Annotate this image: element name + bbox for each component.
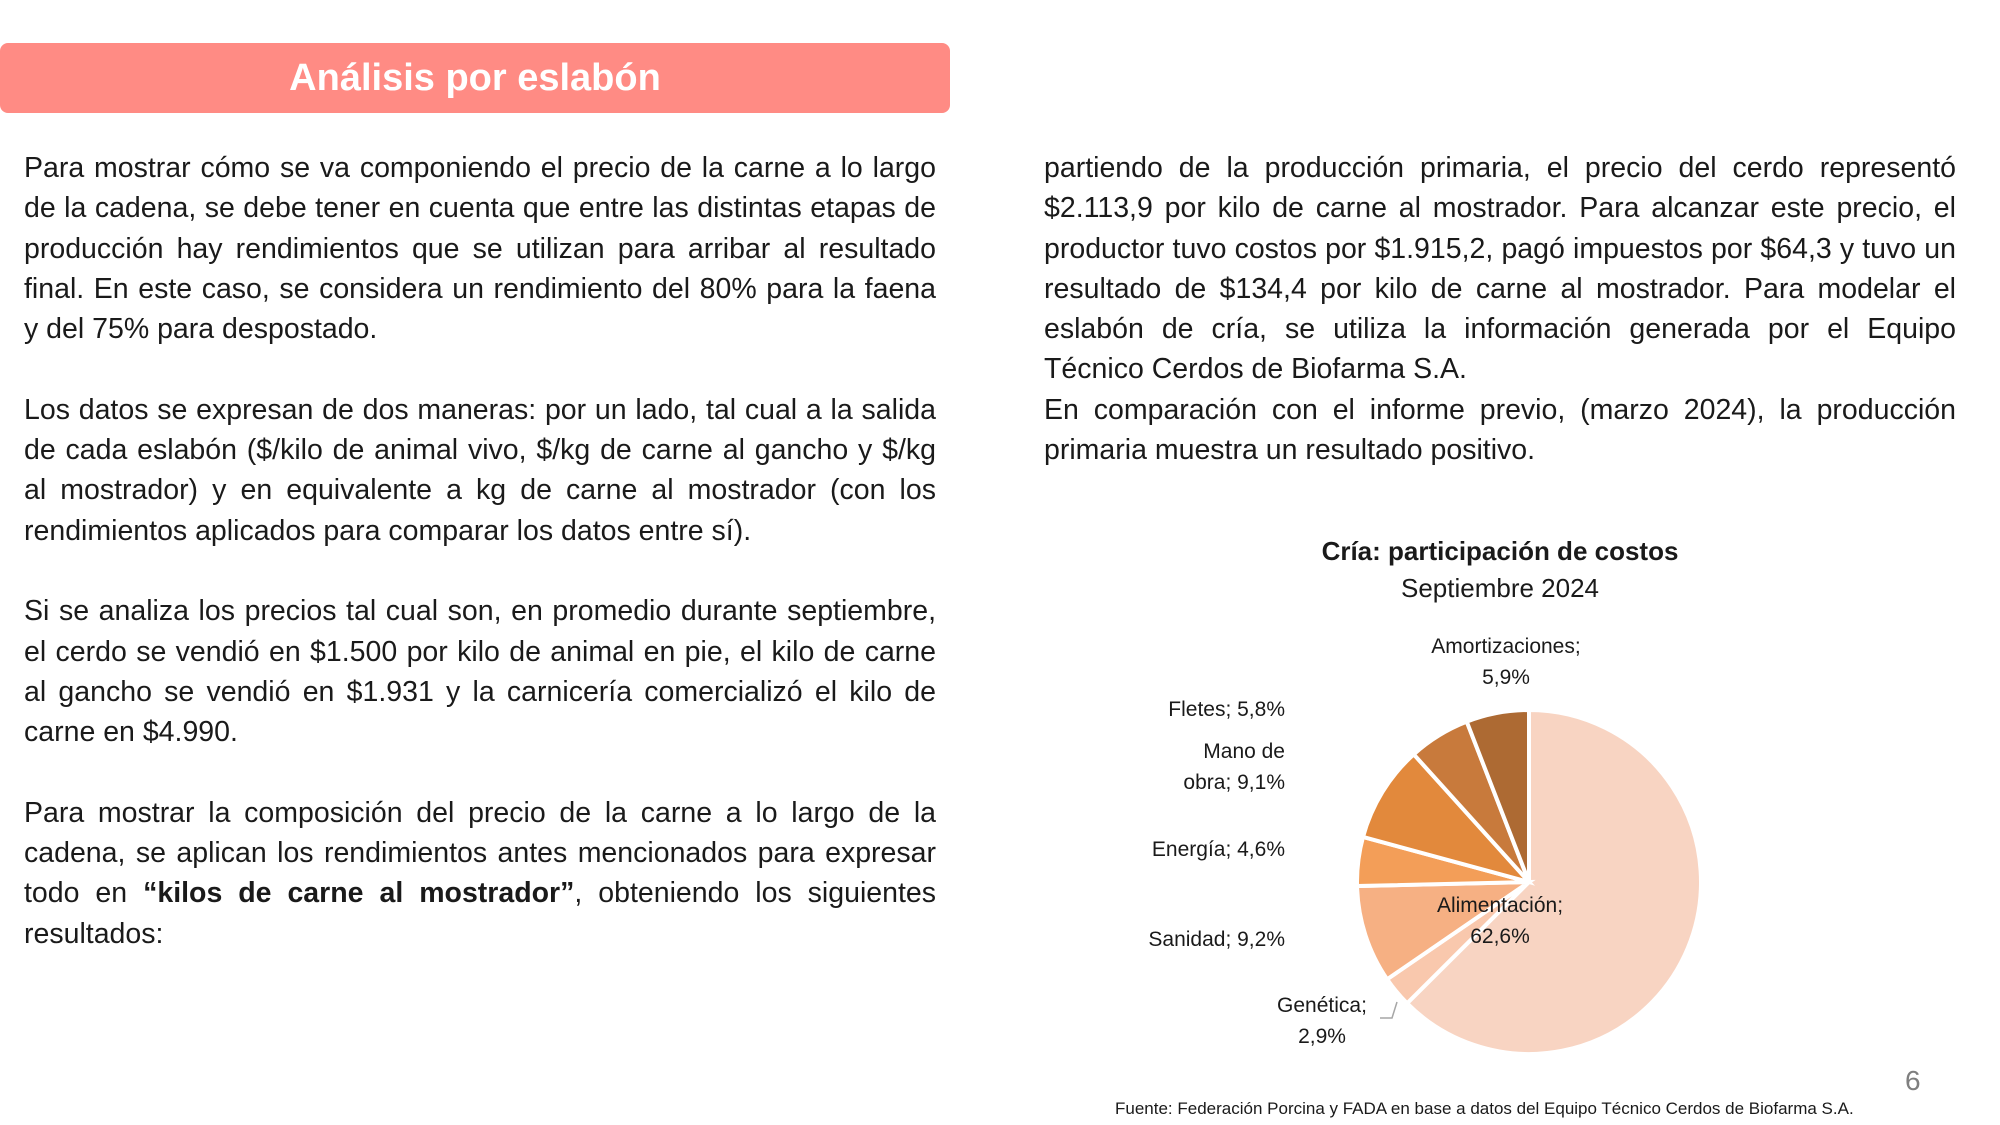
left-text-column: Para mostrar cómo se va componiendo el p… [24, 148, 936, 954]
pie-chart: Alimentación; 62,6% Genética; 2,9% Sanidad; … [1148, 635, 1703, 1056]
data-label-mano-de-obra: Mano de obra; 9,1% [1183, 740, 1285, 794]
data-label-alimentación: Alimentación; 62,6% [1437, 894, 1563, 948]
pie-slice-amortizaciones [1464, 707, 1531, 883]
page-number: 6 [1905, 1065, 1921, 1096]
data-label-fletes: Fletes; 5,8% [1168, 698, 1285, 721]
paragraph-text: , obteniendo los siguientes resultados: [24, 877, 936, 950]
chart-subtitle: Septiembre 2024 [1400, 573, 1600, 603]
paragraph: partiendo de la producción primaria, el … [1044, 152, 1956, 386]
data-label-energía: Energía; 4,6% [1152, 838, 1285, 861]
emphasis-text: “kilos de carne al mostrador” [143, 877, 575, 910]
leader-line [1380, 1001, 1398, 1019]
paragraph: Si se analiza los precios tal cual son, … [24, 595, 936, 749]
paragraph: Para mostrar cómo se va componiendo el p… [24, 152, 936, 346]
paragraph: En comparación con el informe previo, (m… [1044, 393, 1956, 467]
paragraph: Para mostrar la composición del precio d… [24, 793, 936, 954]
pie-slice-sanidad [1355, 879, 1536, 983]
data-label-amortizaciones: Amortizaciones; 5,9% [1431, 635, 1580, 689]
pie-slice-alimentación [1404, 707, 1703, 1056]
paragraph-text: Para mostrar la composición del precio d… [24, 796, 936, 910]
chart-title: Cría: participación de costos [1321, 536, 1679, 566]
data-label-sanidad: Sanidad; 9,2% [1148, 928, 1285, 951]
section-header: Análisis por eslabón [0, 43, 950, 113]
right-text-column: partiendo de la producción primaria, el … [1044, 148, 1956, 470]
data-label-genética: Genética; 2,9% [1277, 994, 1367, 1048]
section-title: Análisis por eslabón [289, 56, 661, 99]
source-note: Fuente: Federación Porcina y FADA en bas… [1115, 1099, 1854, 1118]
paragraph: Los datos se expresan de dos maneras: po… [24, 393, 936, 547]
